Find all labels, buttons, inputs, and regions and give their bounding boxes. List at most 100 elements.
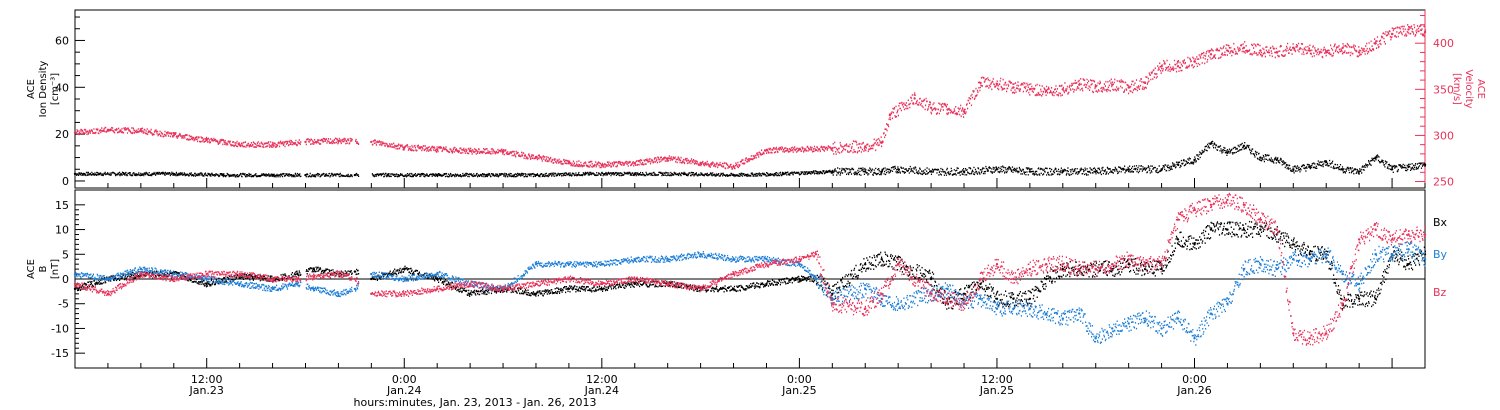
top-data-point bbox=[1226, 151, 1229, 155]
data-point-bz bbox=[1374, 228, 1377, 231]
top-left-axis-title: Ion Density bbox=[38, 61, 49, 118]
data-point-bx bbox=[1061, 267, 1065, 271]
top-right-tick-label: 350 bbox=[1433, 83, 1454, 96]
data-point-bx bbox=[436, 277, 439, 281]
top-left-tick-label: 0 bbox=[62, 175, 69, 188]
data-point-bz bbox=[666, 282, 669, 286]
series-by bbox=[73, 241, 1427, 346]
data-point-by bbox=[814, 277, 818, 281]
top-data-point bbox=[1143, 81, 1147, 85]
data-point-bz bbox=[1341, 302, 1344, 305]
data-point-by bbox=[897, 302, 900, 305]
x-tick-date: Jan.24 bbox=[386, 384, 421, 397]
data-point-bx bbox=[732, 287, 735, 291]
data-point-bx bbox=[798, 277, 801, 281]
top-data-point bbox=[73, 172, 77, 176]
data-point-by bbox=[946, 287, 949, 291]
data-point-by bbox=[205, 277, 208, 281]
bottom-left-tick-label: 15 bbox=[55, 199, 69, 212]
bottom-left-tick-label: -5 bbox=[58, 298, 69, 311]
top-panel-frame bbox=[74, 9, 1426, 189]
top-data-point bbox=[666, 157, 669, 160]
data-point-bz bbox=[312, 275, 315, 278]
data-point-by bbox=[1094, 337, 1097, 340]
data-point-by bbox=[1292, 258, 1295, 261]
data-point-bz bbox=[864, 307, 867, 310]
legend-label-bz: Bz bbox=[1433, 286, 1447, 299]
top-data-point bbox=[781, 172, 785, 176]
data-point-bz bbox=[1045, 263, 1048, 266]
top-data-point bbox=[1390, 32, 1394, 36]
x-axis-title: hours:minutes, Jan. 23, 2013 - Jan. 26, … bbox=[354, 396, 597, 409]
series-bz bbox=[73, 192, 1427, 346]
x-tick-date: Jan.25 bbox=[979, 384, 1014, 397]
data-point-bz bbox=[1226, 198, 1229, 202]
data-point-bx bbox=[765, 282, 768, 286]
top-data-point bbox=[1061, 88, 1065, 91]
data-point-bx bbox=[831, 292, 834, 295]
top-data-point bbox=[1325, 51, 1328, 54]
x-tick-time: 12:00 bbox=[981, 373, 1013, 386]
data-point-bx bbox=[962, 292, 966, 295]
data-point-bz bbox=[1160, 263, 1163, 266]
series-bx bbox=[73, 220, 1427, 310]
top-data-point bbox=[238, 143, 241, 146]
top-data-point bbox=[501, 150, 505, 154]
x-tick-date: Jan.25 bbox=[781, 384, 816, 397]
x-tick-time: 0:00 bbox=[1182, 373, 1207, 386]
top-data-point bbox=[1325, 161, 1328, 164]
top-data-point bbox=[534, 156, 538, 159]
data-point-bx bbox=[1357, 297, 1361, 300]
data-point-bz bbox=[296, 277, 299, 281]
data-point-by bbox=[1325, 253, 1328, 256]
top-data-point bbox=[1292, 168, 1295, 171]
data-point-bx bbox=[1226, 228, 1229, 231]
data-point-by bbox=[1341, 272, 1344, 276]
data-point-by bbox=[1374, 253, 1377, 256]
data-point-by bbox=[1012, 307, 1015, 310]
data-point-bz bbox=[139, 272, 143, 276]
top-data-point bbox=[1078, 83, 1081, 86]
data-point-bx bbox=[1407, 263, 1410, 266]
legend-label-by: By bbox=[1433, 248, 1448, 261]
top-data-point bbox=[888, 113, 892, 117]
top-data-point bbox=[699, 161, 702, 165]
data-point-bz bbox=[814, 253, 818, 256]
data-point-bx bbox=[1292, 243, 1295, 246]
data-point-bx bbox=[880, 258, 883, 261]
top-data-point bbox=[1357, 51, 1361, 54]
top-data-point bbox=[831, 147, 834, 150]
data-point-bx bbox=[296, 272, 299, 276]
top-data-point bbox=[1423, 30, 1427, 34]
top-data-point bbox=[929, 106, 933, 110]
top-data-point bbox=[353, 173, 357, 177]
data-point-bx bbox=[1374, 297, 1377, 300]
data-point-by bbox=[1357, 282, 1361, 286]
top-data-point bbox=[1193, 158, 1196, 162]
data-point-bz bbox=[1094, 267, 1097, 271]
data-point-by bbox=[995, 307, 999, 310]
data-point-bz bbox=[1078, 267, 1081, 271]
top-data-point bbox=[271, 143, 274, 146]
top-data-point bbox=[682, 172, 686, 176]
data-point-bz bbox=[501, 287, 505, 291]
data-point-bx bbox=[403, 267, 406, 271]
data-point-bz bbox=[205, 272, 208, 276]
data-point-by bbox=[1308, 258, 1312, 261]
data-point-bz bbox=[1193, 208, 1196, 211]
data-point-by bbox=[765, 258, 768, 261]
data-point-bz bbox=[172, 277, 175, 281]
top-data-point bbox=[1407, 165, 1410, 169]
x-tick-date: Jan.23 bbox=[188, 384, 223, 397]
data-point-bx bbox=[1209, 228, 1213, 231]
data-point-by bbox=[1193, 337, 1196, 340]
top-data-point bbox=[403, 146, 406, 149]
top-data-point bbox=[271, 173, 274, 177]
data-point-bz bbox=[1111, 263, 1114, 266]
x-tick-date: Jan.24 bbox=[584, 384, 619, 397]
data-point-by bbox=[1078, 312, 1081, 315]
top-data-point bbox=[370, 140, 373, 144]
top-data-point bbox=[1209, 142, 1213, 145]
data-point-bz bbox=[880, 292, 883, 295]
top-data-point bbox=[1242, 46, 1246, 49]
